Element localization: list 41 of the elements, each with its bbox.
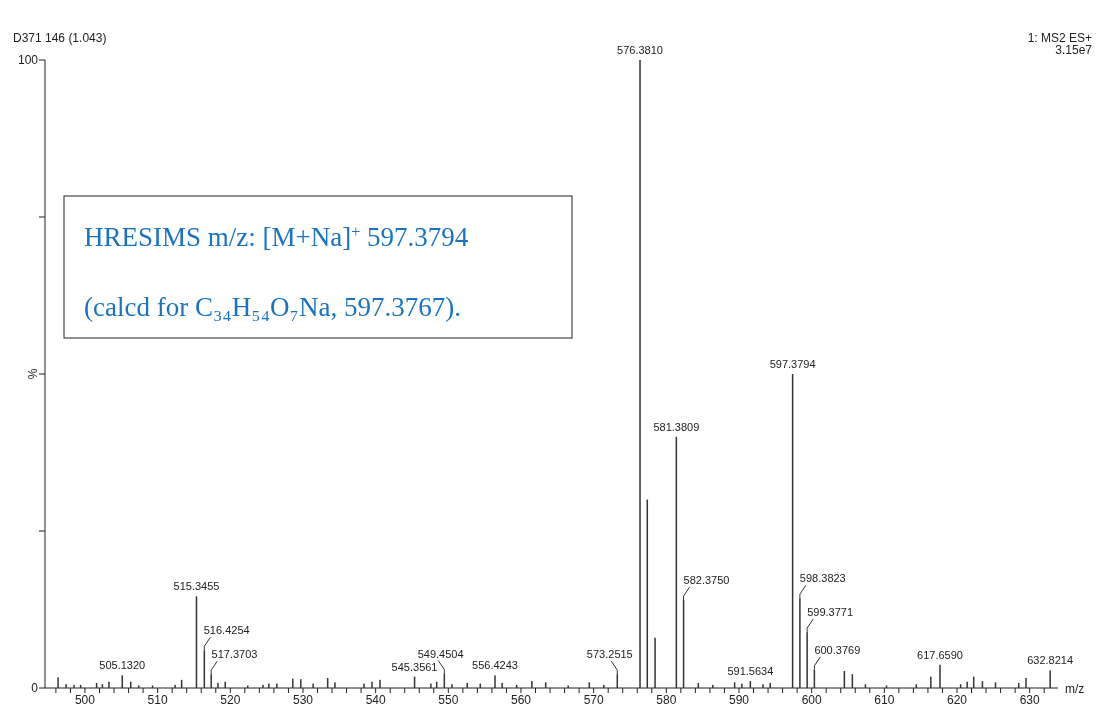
x-tick-label: 620 <box>946 693 968 706</box>
annotation: 549.4504 <box>417 647 464 660</box>
annotation: 600.3769 <box>814 643 861 656</box>
x-tick-label: 550 <box>438 693 459 706</box>
x-axis-title: m/z <box>1065 682 1085 696</box>
x-tick-label: 530 <box>292 693 314 706</box>
x-tick-label: 500 <box>74 693 96 706</box>
annotation: 505.1320 <box>99 659 146 672</box>
text: 1: MS2 ES+ <box>1027 31 1092 45</box>
annotation: 576.3810 <box>617 44 663 56</box>
y-axis-title: % <box>26 368 40 380</box>
x-tick-label: 560 <box>510 693 532 706</box>
annotation: 581.3809 <box>653 420 700 433</box>
annotation: 516.4254 <box>203 624 250 637</box>
annotation: 599.3771 <box>807 606 854 619</box>
annotation: 515.3455 <box>173 580 220 593</box>
x-tick-label: 570 <box>583 693 604 706</box>
y-tick-label: 0 <box>31 681 39 695</box>
annotation: HRESIMS m/z: [M+Na]$^{+}$ 597.3794 <box>84 222 469 252</box>
annotation: 517.3703 <box>211 648 258 661</box>
x-tick-label: 610 <box>874 693 895 706</box>
text: 3.15e7 <box>1055 43 1093 57</box>
y-tick-label: 100 <box>17 53 39 67</box>
annotation: 582.3750 <box>683 574 730 587</box>
annotation: (calcd for C₃₄H₅₄O₇Na, 597.3767). <box>84 292 461 322</box>
annotation: 598.3823 <box>799 572 846 585</box>
x-tick-label: 590 <box>728 693 750 706</box>
annotation: 573.2515 <box>586 648 633 661</box>
annotation: 597.3794 <box>769 358 816 370</box>
x-tick-label: 630 <box>1019 693 1040 706</box>
annotation: 556.4243 <box>472 659 518 672</box>
x-tick-label: 520 <box>220 693 241 706</box>
annotation: 632.8214 <box>1027 654 1074 667</box>
x-tick-label: 600 <box>801 693 822 706</box>
x-tick-label: 580 <box>656 693 677 706</box>
annotation: 591.5634 <box>727 665 774 678</box>
x-tick-label: 510 <box>147 693 168 706</box>
chart-title: D371 146 (1.043) <box>13 31 107 45</box>
annotation: 545.3561 <box>391 660 438 673</box>
annotation: 617.6590 <box>917 648 963 661</box>
x-tick-label: 540 <box>365 693 386 706</box>
